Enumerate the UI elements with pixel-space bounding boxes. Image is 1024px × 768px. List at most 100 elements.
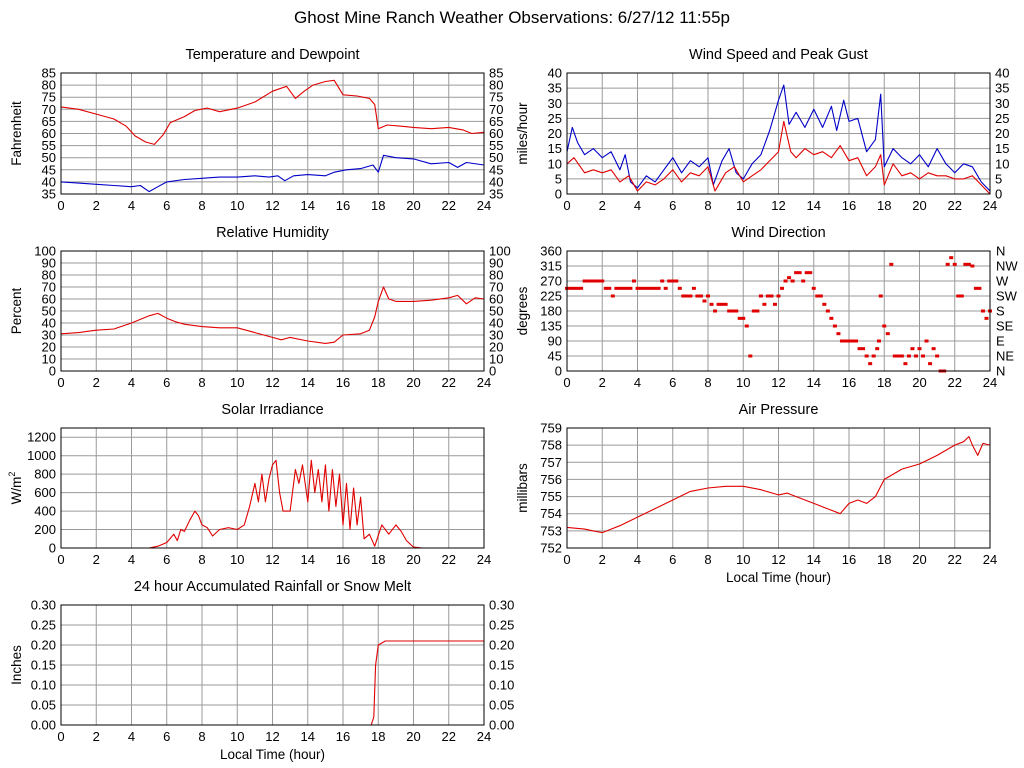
- temp-x-tick-label: 14: [301, 198, 315, 213]
- wind-plot-frame: [566, 72, 991, 195]
- dir-point: [772, 302, 777, 306]
- solar-y-tick-label: 200: [34, 522, 56, 537]
- dir-y-tick-label: 90: [548, 334, 562, 349]
- dir-x-tick-label: 2: [599, 375, 606, 390]
- dir-compass-label: S: [996, 304, 1005, 319]
- dir-point: [589, 279, 594, 283]
- rain-x-tick-label: 6: [163, 729, 170, 744]
- dir-point: [780, 286, 785, 290]
- rh-x-tick-label: 4: [128, 375, 135, 390]
- dir-point: [603, 286, 608, 290]
- rh-title: Relative Humidity: [216, 225, 330, 241]
- temp-y-tick-label-right: 70: [489, 102, 503, 117]
- dir-point: [977, 286, 982, 290]
- press-y-tick-label: 759: [540, 421, 562, 436]
- rh-series-0-line: [60, 286, 485, 344]
- wind-x-tick-label: 4: [634, 198, 641, 213]
- temp-title: Temperature and Dewpoint: [185, 47, 359, 63]
- dir-point: [596, 279, 601, 283]
- solar-x-tick-label: 10: [230, 552, 244, 567]
- dir-x-tick-label: 20: [912, 375, 926, 390]
- solar-y-tick-label: 0: [49, 541, 56, 556]
- rh-x-tick-label: 12: [265, 375, 279, 390]
- dir-x-tick-label: 12: [771, 375, 785, 390]
- dir-point: [973, 286, 978, 290]
- rh-y-tick-label-right: 70: [489, 280, 503, 295]
- dir-point: [959, 294, 964, 298]
- temp-y-tick-label: 80: [42, 78, 56, 93]
- dir-point: [734, 309, 739, 313]
- dir-point: [917, 347, 922, 351]
- rain-y-tick-label-right: 0.15: [489, 658, 514, 673]
- rain-y-tick-label-right: 0.00: [489, 718, 514, 733]
- dir-point: [896, 354, 901, 358]
- dir-x-tick-label: 0: [563, 375, 570, 390]
- rh-y-tick-label-right: 0: [489, 364, 496, 379]
- dir-point: [822, 302, 827, 306]
- dir-y-tick-label: 180: [540, 304, 562, 319]
- temp-x-tick-label: 4: [128, 198, 135, 213]
- temp-y-tick-label: 45: [42, 162, 56, 177]
- dir-point: [910, 347, 915, 351]
- press-y-tick-label: 755: [540, 489, 562, 504]
- dir-point: [825, 309, 830, 313]
- solar-x-tick-label: 8: [198, 552, 205, 567]
- dir-point: [928, 362, 933, 366]
- dir-point: [783, 279, 788, 283]
- dir-point: [787, 276, 792, 280]
- rain-y-axis-label: Inches: [9, 645, 24, 685]
- press-x-tick-label: 2: [599, 552, 606, 567]
- solar-x-tick-label: 20: [406, 552, 420, 567]
- temp-x-tick-label: 6: [163, 198, 170, 213]
- press-x-tick-label: 0: [563, 552, 570, 567]
- dir-point: [741, 316, 746, 320]
- wind-y-tick-label-right: 20: [995, 126, 1009, 141]
- dir-point: [631, 279, 636, 283]
- solar-series-0-line: [61, 459, 484, 549]
- dir-point: [899, 354, 904, 358]
- wind-y-tick-label-right: 40: [995, 66, 1009, 81]
- dir-point: [913, 354, 918, 358]
- solar-y-tick-label: 600: [34, 485, 56, 500]
- rh-y-tick-label: 90: [42, 256, 56, 271]
- rain-x-tick-label: 18: [371, 729, 385, 744]
- solar-x-tick-label: 6: [163, 552, 170, 567]
- rain-x-tick-label: 24: [477, 729, 491, 744]
- wind-y-tick-label-right: 35: [995, 81, 1009, 96]
- dir-point: [670, 279, 675, 283]
- wind-y-tick-label-right: 10: [995, 156, 1009, 171]
- press-x-tick-label: 6: [669, 552, 676, 567]
- wind-x-tick-label: 18: [877, 198, 891, 213]
- dir-point: [935, 354, 940, 358]
- wind-y-tick-label-right: 0: [995, 187, 1002, 202]
- dir-compass-label: N: [996, 364, 1005, 379]
- temp-y-axis-label: Fahrenheit: [9, 101, 24, 166]
- dir-point: [889, 262, 894, 266]
- dir-point: [575, 286, 580, 290]
- dir-compass-label: SE: [996, 319, 1014, 334]
- rain-y-tick-label: 0.25: [31, 618, 56, 633]
- solar-title: Solar Irradiance: [221, 402, 323, 418]
- wind-x-tick-label: 0: [563, 198, 570, 213]
- wind-title: Wind Speed and Peak Gust: [689, 47, 868, 63]
- rain-x-tick-label: 12: [265, 729, 279, 744]
- temp-y-tick-label: 65: [42, 114, 56, 129]
- rain-x-tick-label: 20: [406, 729, 420, 744]
- dir-point: [758, 294, 763, 298]
- dir-point: [776, 294, 781, 298]
- temp-y-tick-label: 60: [42, 126, 56, 141]
- dir-point: [839, 339, 844, 343]
- dir-y-tick-label: 360: [540, 244, 562, 259]
- dir-point: [600, 279, 605, 283]
- dir-point: [815, 294, 820, 298]
- temp-x-tick-label: 10: [230, 198, 244, 213]
- rh-y-tick-label: 100: [34, 244, 56, 259]
- wind-y-tick-label: 25: [548, 111, 562, 126]
- rain-y-tick-label: 0.10: [31, 678, 56, 693]
- temp-x-tick-label: 0: [57, 198, 64, 213]
- dir-point: [850, 339, 855, 343]
- rain-x-tick-label: 14: [301, 729, 315, 744]
- press-y-tick-label: 753: [540, 523, 562, 538]
